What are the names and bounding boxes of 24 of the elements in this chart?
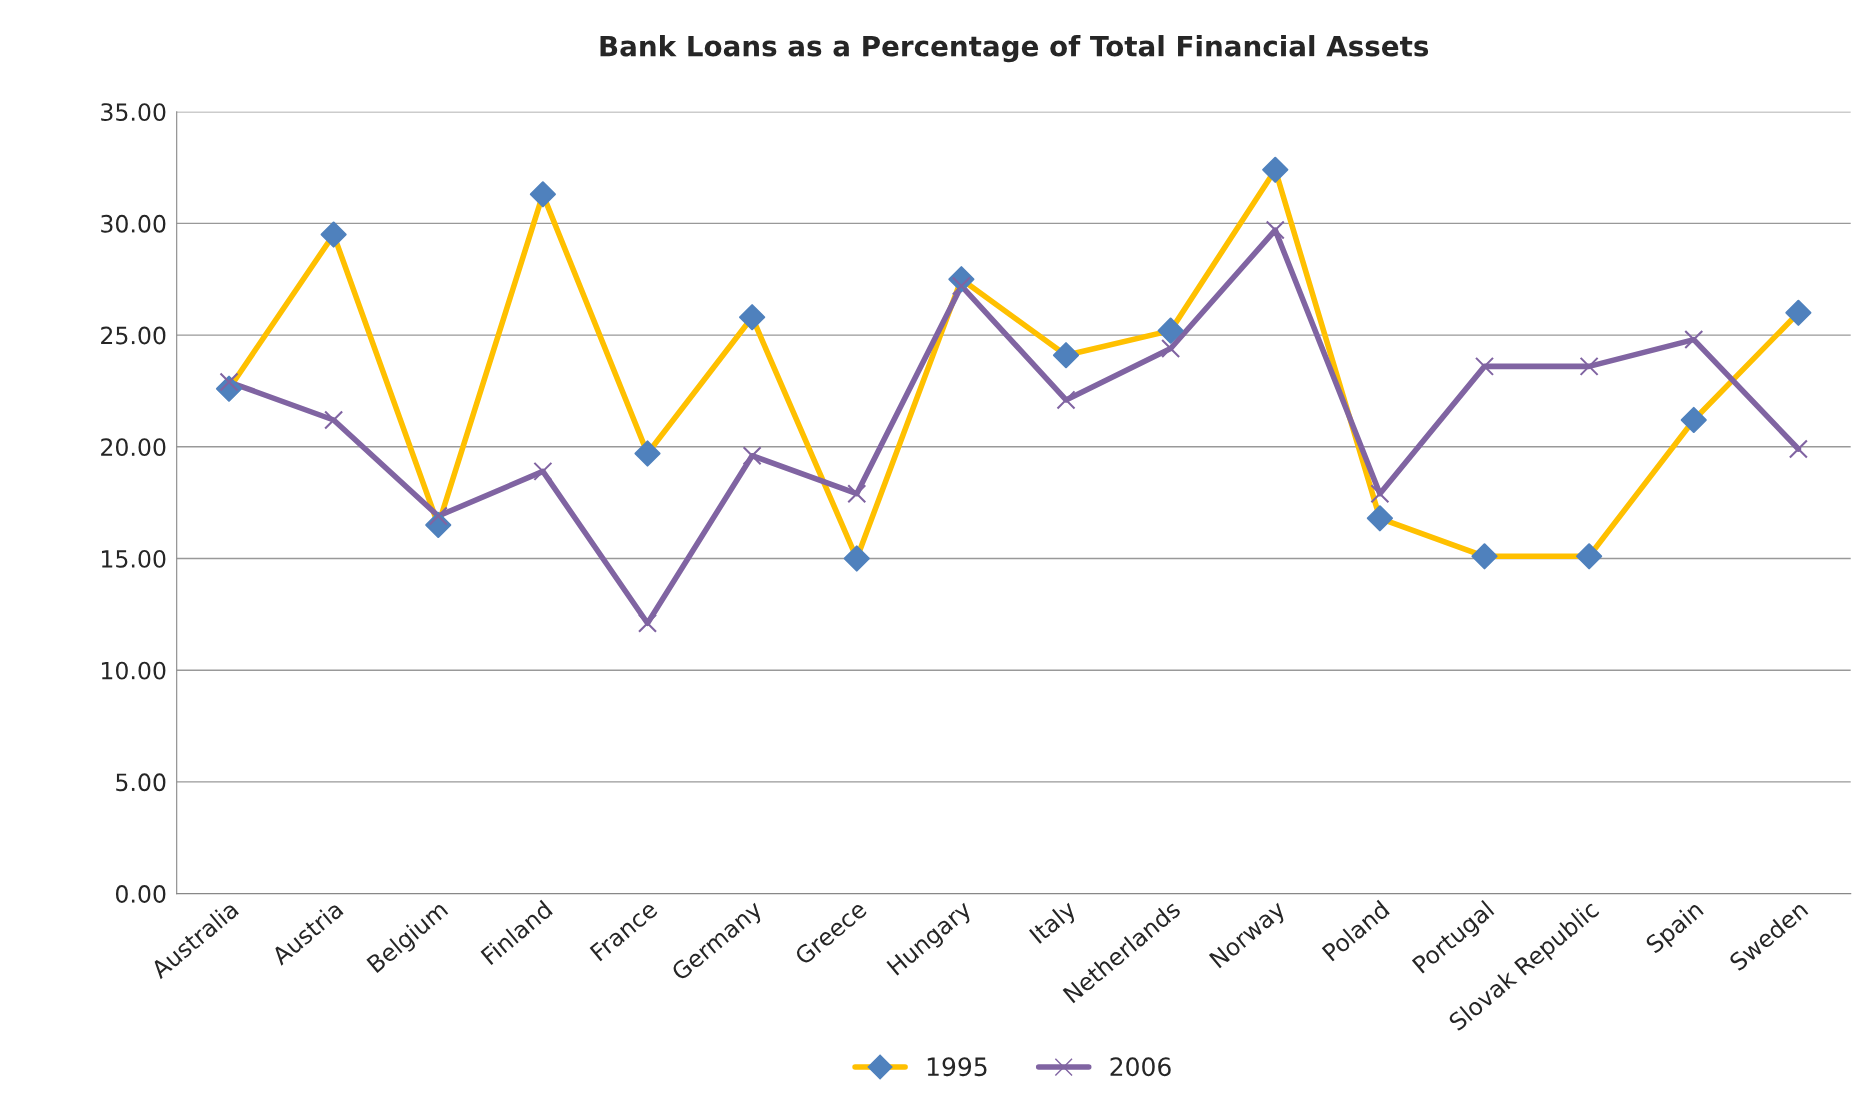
point [1370,484,1390,504]
point [324,410,344,430]
y-tick-label: 10.00 [101,661,166,680]
y-tick-label: 20.00 [101,438,166,457]
y-tick-label: 0.00 [115,885,166,903]
y-tick-label: 35.00 [101,103,166,122]
point [1265,220,1285,240]
point [637,613,658,633]
point [1579,356,1599,376]
legend-label: 1995 [927,1057,987,1077]
point [1474,356,1495,376]
y-tick-label: 15.00 [101,549,166,568]
y-tick-label: 5.00 [116,773,166,792]
point [847,484,867,504]
legend-label: 2006 [1110,1057,1171,1077]
point [1788,439,1808,459]
y-tick-label: 25.00 [101,326,166,345]
chart-title: Bank Loans as a Percentage of Total Financial Assets [600,35,1429,63]
point [742,446,762,466]
point [1161,338,1181,359]
y-tick-label: 30.00 [101,214,166,233]
point [1056,390,1076,410]
point [1684,330,1704,350]
point [533,461,553,481]
